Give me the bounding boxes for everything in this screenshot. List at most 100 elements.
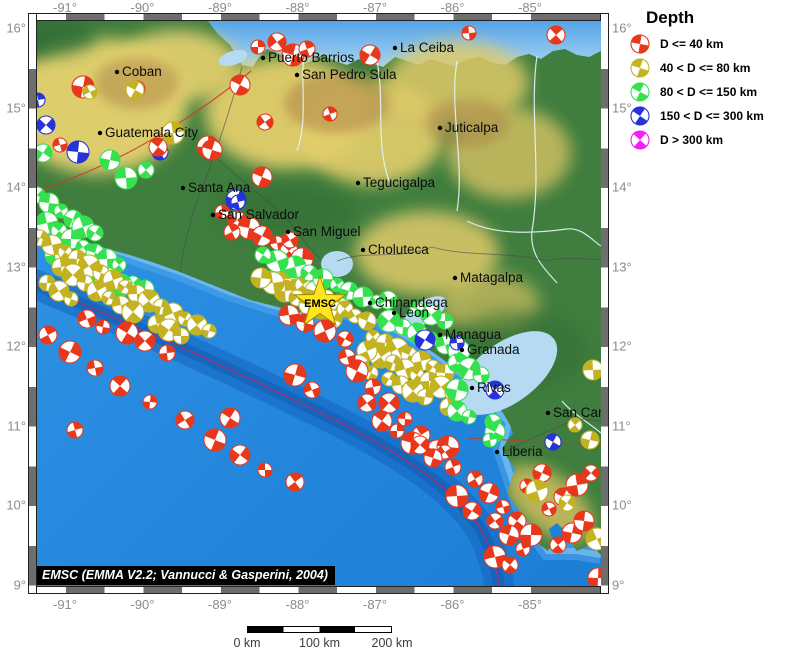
- city-marker: Guatemala City: [97, 125, 198, 140]
- city-label: Coban: [122, 64, 162, 79]
- focal-mechanism: [121, 300, 145, 324]
- focal-mechanism: [201, 323, 217, 339]
- city-marker: Juticalpa: [437, 120, 499, 135]
- focal-mechanism: [229, 74, 251, 96]
- city-label: Managua: [445, 327, 502, 342]
- focal-mechanism: [378, 290, 398, 310]
- focal-mechanism: [281, 43, 305, 67]
- focal-mechanism: [558, 494, 576, 512]
- axis-tick-label: 10°: [612, 497, 632, 513]
- emsc-star: EMSC: [292, 274, 348, 327]
- scale-bar-label: 200 km: [371, 636, 413, 650]
- frame-border-right: [600, 13, 609, 594]
- focal-mechanism: [461, 409, 477, 425]
- focal-mechanism: [541, 501, 557, 517]
- focal-mechanism: [580, 430, 600, 450]
- axis-tick-label: 9°: [612, 577, 625, 592]
- focal-mechanism: [52, 137, 68, 153]
- axis-tick-label: -87°: [363, 597, 387, 612]
- focal-mechanism: [66, 421, 84, 439]
- focal-mechanism: [445, 378, 469, 402]
- focal-mechanism: [532, 463, 552, 483]
- city-marker: San Salvador: [210, 207, 300, 222]
- focal-mechanism: [573, 510, 595, 532]
- focal-mechanism: [449, 335, 465, 351]
- focal-mechanism: [99, 149, 121, 171]
- city-label: San Carlos: [553, 405, 601, 420]
- focal-mechanism: [501, 556, 519, 574]
- scale-bar-label: 100 km: [299, 636, 340, 650]
- focal-mechanism: [82, 84, 98, 100]
- relief-shading: [37, 21, 594, 542]
- focal-mechanism: [472, 366, 490, 384]
- focal-mechanism: [41, 234, 63, 256]
- focal-mechanism: [223, 223, 241, 241]
- axis-tick-label: 11°: [612, 418, 631, 433]
- focal-mechanism: [322, 106, 338, 122]
- city-marker: Liberia: [494, 444, 543, 459]
- focal-mechanism: [582, 359, 601, 381]
- focal-mechanism: [175, 410, 195, 430]
- focal-mechanism: [158, 344, 176, 362]
- focal-mechanism: [549, 536, 567, 554]
- focal-mechanism: [423, 448, 443, 468]
- focal-mechanism: [444, 458, 462, 476]
- city-marker: Chinandega: [367, 295, 448, 310]
- focal-mechanism: [37, 115, 56, 135]
- rivers: [296, 50, 601, 434]
- attribution: EMSC (EMMA V2.2; Vannucci & Gasperini, 2…: [37, 566, 335, 585]
- legend-item: 80 < D <= 150 km: [628, 80, 794, 104]
- axis-tick-label: -90°: [130, 0, 155, 15]
- focal-mechanism: [125, 80, 145, 100]
- city-marker: Leon: [391, 305, 429, 320]
- focal-mechanism: [378, 392, 400, 414]
- focal-mechanism: [409, 301, 425, 317]
- focal-mechanism: [483, 545, 507, 569]
- city-label: Liberia: [502, 444, 543, 459]
- focal-mechanism: [58, 340, 82, 364]
- focal-mechanism: [63, 291, 79, 307]
- focal-mechanism: [161, 121, 185, 145]
- legend-item-label: 40 < D <= 80 km: [660, 61, 751, 75]
- focal-mechanism-layer: [37, 25, 601, 586]
- beachball-icon: [628, 104, 652, 128]
- map-svg: EMSC Coban Puerto Barrios San Pedro SulaLa…: [37, 21, 601, 586]
- focal-mechanism: [250, 267, 272, 289]
- focal-mechanism: [414, 329, 436, 351]
- focal-mechanism: [416, 388, 434, 406]
- scale-bar-label: 0 km: [233, 636, 261, 650]
- focal-mechanism: [254, 246, 272, 264]
- axis-tick-label: 16°: [612, 20, 632, 36]
- focal-mechanism: [148, 137, 168, 157]
- focal-mechanism: [359, 44, 381, 66]
- focal-mechanism: [371, 410, 393, 432]
- map-viewport: EMSC Coban Puerto Barrios San Pedro Sula La…: [37, 21, 601, 586]
- focal-mechanism: [86, 224, 104, 242]
- focal-mechanism: [582, 464, 600, 482]
- focal-mechanism: [546, 25, 566, 45]
- focal-mechanism: [525, 479, 549, 503]
- focal-mechanism: [214, 204, 230, 220]
- city-label: San Miguel: [293, 224, 361, 239]
- focal-mechanism: [229, 444, 251, 466]
- axis-left: 16° 15° 14° 13° 12° 11° 10° 9°: [2, 0, 26, 651]
- city-marker: Tegucigalpa: [355, 175, 436, 190]
- focal-mechanism: [298, 40, 316, 58]
- focal-mechanism: [77, 309, 97, 329]
- focal-mechanism: [38, 192, 60, 214]
- city-label: San Pedro Sula: [302, 67, 397, 82]
- focal-mechanism: [283, 363, 307, 387]
- axis-tick-label: 10°: [6, 497, 26, 513]
- city-marker: Santa Ana: [180, 180, 251, 195]
- focal-mechanism: [478, 482, 500, 504]
- axis-tick-label: 11°: [7, 418, 26, 433]
- axis-tick-label: 9°: [13, 577, 26, 592]
- axis-tick-label: -86°: [440, 597, 465, 612]
- lake-nicaragua: [456, 331, 558, 415]
- legend-item: D <= 40 km: [628, 32, 794, 56]
- focal-mechanism: [544, 433, 562, 451]
- focal-mechanism: [357, 393, 377, 413]
- focal-mechanism: [219, 407, 241, 429]
- axis-tick-label: 15°: [6, 100, 26, 115]
- axis-tick-label: 13°: [6, 259, 26, 274]
